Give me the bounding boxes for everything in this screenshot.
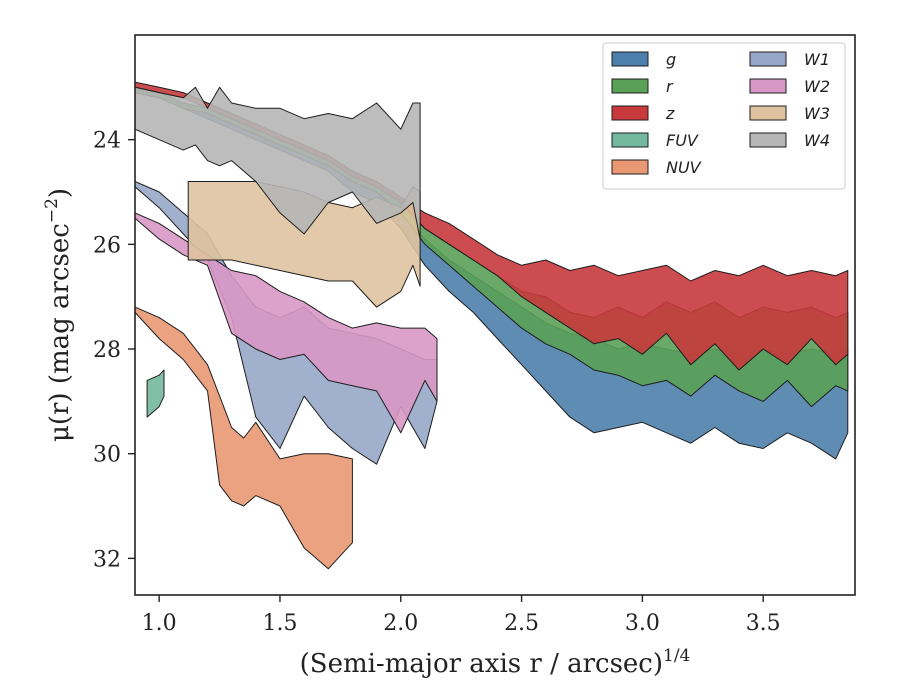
legend: grz FUV NUV W1 W2 W3 W4 <box>602 42 846 190</box>
x-tick-label: 3.5 <box>746 611 781 636</box>
legend-swatch-r <box>611 78 649 94</box>
y-axis-label-exponent: −2 <box>42 198 62 223</box>
area-fuv <box>146 369 165 418</box>
y-tick-label: 28 <box>93 338 121 363</box>
x-tick-label: 3.0 <box>625 611 660 636</box>
area-w4 <box>135 86 421 240</box>
legend-swatch-w2 <box>749 78 787 94</box>
legend-swatch-z <box>611 105 649 121</box>
y-tick-label: 30 <box>93 443 121 468</box>
x-axis-label-exponent: 1/4 <box>663 646 690 666</box>
x-axis-ticks: 1.0 1.5 2.0 2.5 3.0 3.5 <box>142 595 781 636</box>
x-tick-label: 1.5 <box>262 611 297 636</box>
legend-label-fuv: FUV <box>666 131 699 150</box>
x-tick-label: 2.0 <box>383 611 418 636</box>
area-nuv <box>135 306 353 570</box>
x-tick-label: 2.5 <box>504 611 539 636</box>
legend-label-w3: W3 <box>804 104 830 123</box>
legend-swatch-w4 <box>749 132 787 148</box>
legend-swatch-w3 <box>749 105 787 121</box>
plot-frame <box>134 34 856 596</box>
legend-swatch-g <box>611 51 649 67</box>
x-axis-label-text: (Semi-major axis r / arcsec) <box>300 649 663 679</box>
area-w2 <box>135 212 438 434</box>
legend-swatch-fuv <box>611 132 649 148</box>
y-tick-label: 26 <box>93 233 121 258</box>
legend-label-w2: W2 <box>804 77 830 96</box>
y-tick-label: 32 <box>93 547 121 572</box>
y-axis-label-end: ) <box>45 188 75 198</box>
y-axis-label-text: μ(r) (mag arcsec <box>45 223 75 442</box>
legend-label-r: r <box>666 77 674 96</box>
legend-label-g: g <box>666 50 676 69</box>
legend-swatch-w1 <box>749 51 787 67</box>
data-areas <box>135 81 849 570</box>
legend-swatch-nuv <box>611 159 649 175</box>
legend-label-nuv: NUV <box>666 158 702 177</box>
y-tick-label: 24 <box>93 129 121 154</box>
y-axis-label: μ(r) (mag arcsec−2) <box>42 188 75 442</box>
legend-label-w4: W4 <box>804 131 830 150</box>
legend-label-z: z <box>665 104 675 123</box>
legend-label-w1: W1 <box>804 50 830 69</box>
y-axis-ticks: 24 26 28 30 32 <box>93 129 135 572</box>
x-axis-label: (Semi-major axis r / arcsec)1/4 <box>300 646 691 679</box>
x-tick-label: 1.0 <box>142 611 177 636</box>
